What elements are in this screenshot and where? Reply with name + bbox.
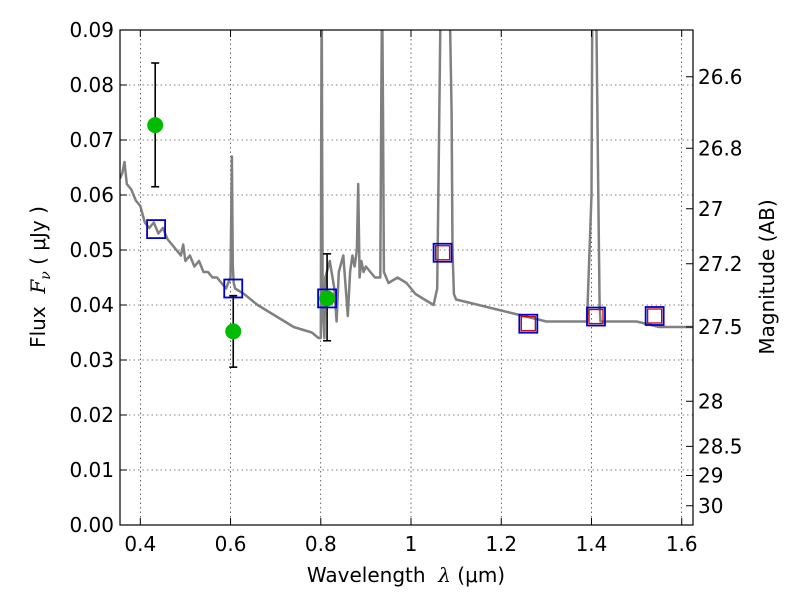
y-tick-label: 0.06 <box>69 183 114 207</box>
y2-tick-label: 29 <box>698 464 723 488</box>
y-tick-label: 0.00 <box>69 513 114 537</box>
y-tick-label: 0.01 <box>69 458 114 482</box>
y-tick-label: 0.02 <box>69 403 114 427</box>
model-sed-line <box>120 30 693 340</box>
x-tick-label: 0.8 <box>305 532 337 556</box>
y2-tick-label: 26.6 <box>698 65 743 89</box>
y-axis-ticks: 0.00 0.01 0.02 0.03 0.04 0.05 0.06 0.07 0.08 0.09 <box>69 18 127 537</box>
y-tick-label: 0.07 <box>69 128 114 152</box>
model-box-blue <box>317 288 337 309</box>
model-box-blue <box>223 278 244 299</box>
y2-tick-label: 28 <box>698 389 723 413</box>
x-axis-title: Wavelength λ (μm) <box>307 563 505 587</box>
x-tick-label: 0.4 <box>124 532 156 556</box>
y2-axis-title: Magnitude (AB) <box>755 199 779 354</box>
x-tick-label: 0.6 <box>215 532 247 556</box>
y2-tick-label: 27.2 <box>698 252 743 276</box>
y-axis-title: Flux Fν ( μJy ) <box>26 206 54 348</box>
model-box-blue <box>146 219 166 240</box>
error-bars <box>151 62 332 368</box>
x-tick-label: 1 <box>405 532 418 556</box>
x-axis-ticks: 0.4 0.6 0.8 1 1.2 1.4 1.6 <box>124 30 698 556</box>
y2-axis-ticks: 26.6 26.8 27 27.2 27.5 28 28.5 29 30 <box>686 65 743 518</box>
y2-tick-label: 27.5 <box>698 315 743 339</box>
model-boxes <box>146 219 665 334</box>
model-box-blue <box>644 306 665 326</box>
y-tick-label: 0.04 <box>69 293 114 317</box>
y2-tick-label: 30 <box>698 494 723 518</box>
plot-frame <box>119 29 694 526</box>
model-box-red <box>520 316 536 332</box>
y-tick-label: 0.03 <box>69 348 114 372</box>
model-sed-layer <box>120 30 693 340</box>
observed-point <box>147 117 164 134</box>
y-tick-label: 0.09 <box>69 18 114 42</box>
x-tick-label: 1.2 <box>485 532 517 556</box>
x-tick-label: 1.4 <box>576 532 608 556</box>
model-box-red <box>646 308 663 324</box>
y2-tick-label: 27 <box>698 197 723 221</box>
model-box-red <box>588 308 604 325</box>
model-box-blue <box>586 306 606 327</box>
x-tick-label: 1.6 <box>666 532 698 556</box>
grid-lines <box>120 29 693 526</box>
y2-tick-label: 26.8 <box>698 136 743 160</box>
model-box-red <box>434 245 451 261</box>
observed-points <box>147 117 336 340</box>
model-box-blue <box>518 313 539 334</box>
y-tick-label: 0.05 <box>69 238 114 262</box>
observed-point <box>225 323 242 340</box>
y2-tick-label: 28.5 <box>698 434 743 458</box>
observed-point <box>319 290 336 307</box>
model-box-blue <box>432 242 453 263</box>
y-tick-label: 0.08 <box>69 73 114 97</box>
